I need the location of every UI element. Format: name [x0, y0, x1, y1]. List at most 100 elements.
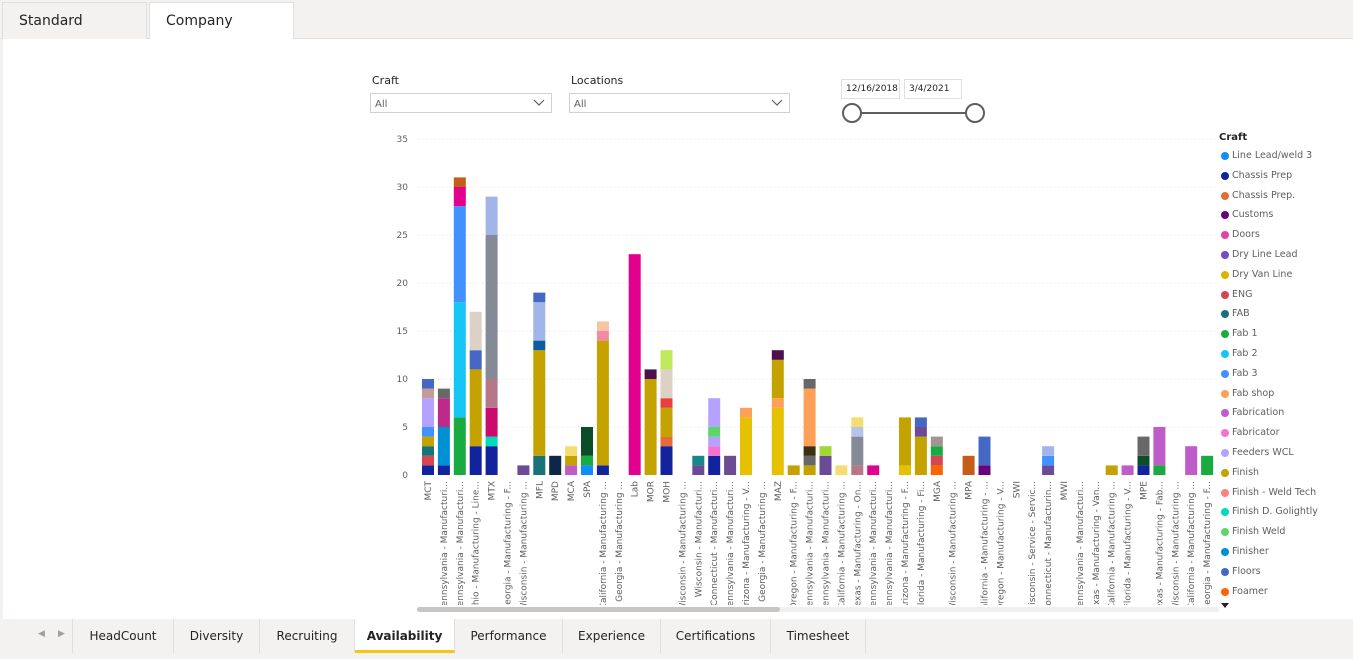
bar-segment[interactable]: [771, 359, 784, 399]
bar-segment[interactable]: [803, 465, 816, 475]
chart-horizontal-scrollbar[interactable]: [417, 607, 1219, 612]
bar-segment[interactable]: [1121, 465, 1134, 475]
bar-segment[interactable]: [422, 379, 434, 389]
tab-company-reports[interactable]: Company Reports: [149, 2, 294, 66]
bar-segment[interactable]: [899, 417, 911, 466]
bar-segment[interactable]: [803, 446, 816, 456]
bar-segment[interactable]: [819, 446, 832, 456]
bar-segment[interactable]: [771, 398, 784, 408]
bar-segment[interactable]: [962, 455, 975, 475]
bar-segment[interactable]: [533, 302, 546, 341]
bar-segment[interactable]: [851, 427, 864, 437]
legend-item[interactable]: Feeders WCL: [1219, 443, 1353, 463]
bar-segment[interactable]: [914, 427, 927, 437]
bar-segment[interactable]: [740, 407, 752, 418]
bar-segment[interactable]: [660, 398, 673, 408]
locations-dropdown[interactable]: All: [569, 93, 790, 113]
bar-segment[interactable]: [914, 436, 927, 475]
legend-item[interactable]: Fabricator: [1219, 423, 1353, 443]
page-tab-availability[interactable]: Availability: [355, 619, 455, 653]
bar-segment[interactable]: [1137, 436, 1150, 456]
bar-segment[interactable]: [422, 455, 434, 466]
legend-item[interactable]: Line Lead/weld 3: [1219, 146, 1353, 166]
legend-scroll-down-icon[interactable]: [1221, 603, 1229, 608]
bar-segment[interactable]: [437, 388, 450, 399]
bar-segment[interactable]: [930, 465, 943, 475]
bar-segment[interactable]: [1042, 446, 1055, 456]
bar-segment[interactable]: [692, 455, 705, 466]
legend-item[interactable]: Finish Weld: [1219, 522, 1353, 542]
bar-segment[interactable]: [771, 407, 784, 475]
bar-segment[interactable]: [437, 427, 450, 466]
legend-item[interactable]: Fab 1: [1219, 324, 1353, 344]
bar-segment[interactable]: [596, 340, 609, 466]
bar-segment[interactable]: [581, 465, 593, 475]
tab-standard-reports[interactable]: Standard Reports: [2, 2, 147, 66]
bar-segment[interactable]: [851, 465, 864, 475]
bar-segment[interactable]: [644, 379, 657, 475]
bar-segment[interactable]: [422, 465, 434, 475]
bar-segment[interactable]: [581, 427, 593, 456]
bar-segment[interactable]: [803, 388, 816, 447]
bar-segment[interactable]: [596, 331, 609, 341]
bar-segment[interactable]: [485, 235, 498, 379]
legend-item[interactable]: Finisher: [1219, 542, 1353, 562]
bar-segment[interactable]: [867, 465, 880, 475]
end-date-input[interactable]: 3/4/2021: [904, 79, 962, 99]
bar-segment[interactable]: [422, 427, 434, 437]
bar-segment[interactable]: [835, 465, 848, 475]
bar-segment[interactable]: [453, 417, 466, 475]
bar-segment[interactable]: [708, 427, 721, 437]
bar-segment[interactable]: [1153, 427, 1166, 466]
bar-segment[interactable]: [422, 398, 434, 427]
bar-segment[interactable]: [485, 446, 498, 475]
legend-item[interactable]: Finish - Weld Tech: [1219, 483, 1353, 503]
bar-segment[interactable]: [565, 455, 578, 466]
bar-segment[interactable]: [422, 388, 434, 399]
legend-item[interactable]: ENG: [1219, 285, 1353, 305]
bar-segment[interactable]: [708, 446, 721, 456]
legend-item[interactable]: Fabrication: [1219, 403, 1353, 423]
bar-segment[interactable]: [644, 369, 657, 379]
bar-segment[interactable]: [549, 455, 562, 475]
bar-segment[interactable]: [708, 398, 721, 427]
bar-segment[interactable]: [469, 446, 482, 475]
bar-segment[interactable]: [851, 417, 864, 427]
page-tab-performance[interactable]: Performance: [455, 619, 563, 653]
bar-segment[interactable]: [469, 369, 482, 447]
bar-segment[interactable]: [533, 350, 546, 456]
legend-item[interactable]: Fab 3: [1219, 364, 1353, 384]
date-range-start-handle[interactable]: [842, 103, 862, 123]
legend-item[interactable]: Dry Van Line: [1219, 265, 1353, 285]
bar-segment[interactable]: [771, 350, 784, 360]
bar-segment[interactable]: [660, 369, 673, 399]
bar-segment[interactable]: [787, 465, 800, 475]
bar-segment[interactable]: [740, 417, 752, 475]
bar-segment[interactable]: [533, 292, 546, 303]
bar-segment[interactable]: [565, 446, 578, 456]
bar-segment[interactable]: [485, 196, 498, 235]
bar-segment[interactable]: [1153, 465, 1166, 475]
bar-segment[interactable]: [660, 446, 673, 475]
bar-segment[interactable]: [930, 446, 943, 456]
bar-segment[interactable]: [819, 455, 832, 475]
bar-segment[interactable]: [660, 436, 673, 447]
legend-item[interactable]: Finish D. Golightly: [1219, 502, 1353, 522]
bar-segment[interactable]: [469, 350, 482, 370]
legend-item[interactable]: Fab 2: [1219, 344, 1353, 364]
bar-segment[interactable]: [453, 302, 466, 418]
bar-segment[interactable]: [453, 206, 466, 303]
bar-segment[interactable]: [437, 465, 450, 475]
bar-segment[interactable]: [628, 254, 641, 475]
bar-segment[interactable]: [899, 465, 911, 475]
bar-segment[interactable]: [803, 379, 816, 389]
legend-item[interactable]: Dry Line Lead: [1219, 245, 1353, 265]
page-tab-experience[interactable]: Experience: [563, 619, 661, 653]
date-range-slider-track[interactable]: [851, 112, 975, 114]
scrollbar-thumb[interactable]: [417, 607, 780, 612]
chevron-right-icon[interactable]: ▶: [58, 629, 65, 639]
bar-segment[interactable]: [596, 321, 609, 331]
bar-segment[interactable]: [1105, 465, 1118, 475]
legend-item[interactable]: FAB: [1219, 304, 1353, 324]
legend-item[interactable]: Foamer: [1219, 582, 1353, 602]
